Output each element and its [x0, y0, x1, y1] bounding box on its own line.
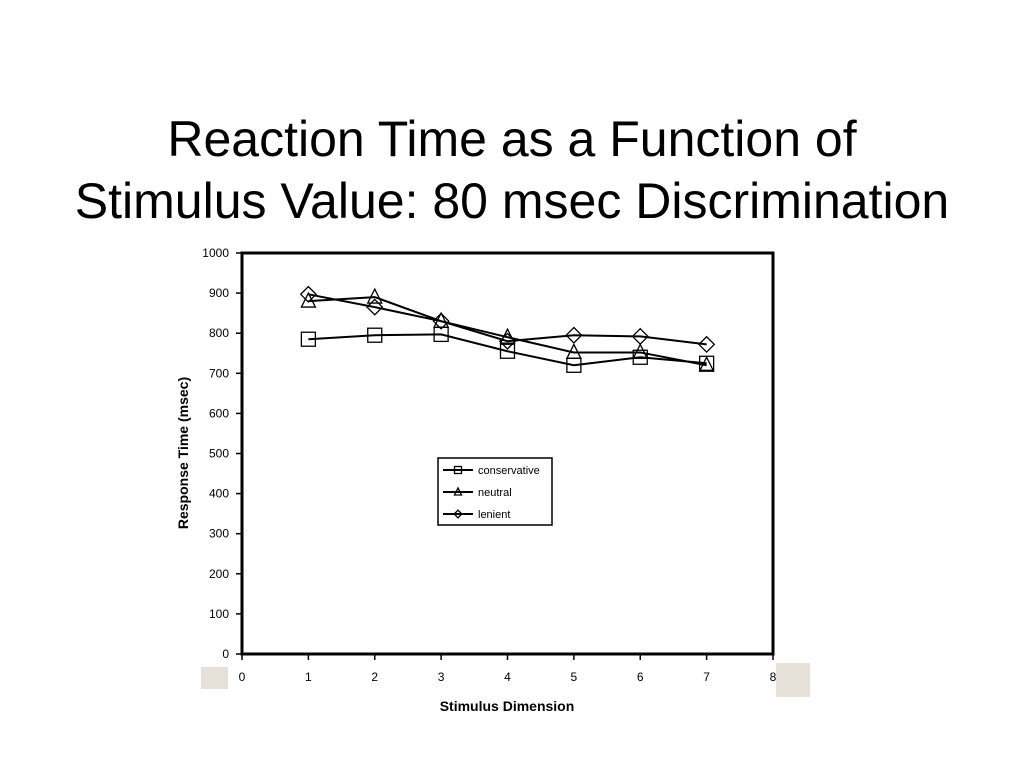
legend: conservative neutral lenient: [437, 457, 553, 526]
plot-area-frame: [240, 251, 775, 656]
lenient-point: [432, 312, 450, 330]
legend-label: lenient: [478, 509, 510, 521]
decorative-square-left: [201, 667, 228, 689]
legend-marker: [453, 509, 463, 519]
legend-item-lenient: lenient: [443, 509, 510, 521]
x-tick-label: 2: [371, 670, 378, 684]
y-tick-label: 500: [209, 447, 229, 461]
x-tick-label: 8: [770, 670, 777, 684]
lenient-point: [631, 327, 649, 346]
lenient-point: [498, 332, 517, 350]
x-tick-label: 7: [703, 670, 710, 684]
lenient-point: [565, 326, 583, 344]
lenient-point: [366, 298, 384, 316]
legend-marker: [453, 486, 463, 496]
title-line-1: Reaction Time as a Function of: [167, 111, 857, 167]
legend-item-neutral: neutral: [443, 486, 512, 499]
series-line-neutral: [308, 296, 707, 367]
conservative-point: [300, 331, 317, 347]
x-tick-label: 4: [504, 670, 511, 684]
decorative-square-right: [776, 663, 810, 697]
title-line-2: Stimulus Value: 80 msec Discrimination: [74, 173, 950, 229]
y-tick-label: 800: [209, 326, 229, 340]
neutral-point: [698, 355, 715, 372]
lenient-point: [698, 335, 716, 354]
y-axis-label: Response Time (msec): [175, 377, 191, 529]
legend-marker: [453, 465, 463, 475]
x-tick-label: 3: [438, 670, 445, 684]
y-tick-label: 700: [209, 366, 229, 380]
x-tick-label: 1: [305, 670, 312, 684]
series-line-conservative: [308, 333, 707, 367]
y-tick-label: 1000: [202, 246, 229, 260]
x-tick-label: 0: [239, 670, 246, 684]
x-axis-label: Stimulus Dimension: [440, 698, 575, 714]
conservative-point: [499, 343, 516, 359]
x-tick-label: 6: [637, 670, 644, 684]
lenient-point: [299, 285, 317, 303]
y-tick-label: 900: [209, 286, 229, 300]
legend-label: neutral: [478, 487, 512, 499]
y-tick-label: 300: [209, 527, 229, 541]
series-lenient: [299, 285, 716, 354]
y-tick-label: 400: [209, 487, 229, 501]
series-layer: [299, 285, 716, 373]
y-tick-label: 0: [222, 647, 229, 661]
neutral-point: [565, 342, 582, 360]
neutral-point: [300, 291, 317, 308]
neutral-point: [366, 287, 383, 304]
conservative-point: [367, 327, 383, 343]
y-tick-label: 100: [209, 607, 229, 621]
legend-item-conservative: conservative: [443, 465, 540, 477]
legend-label: conservative: [478, 465, 540, 477]
y-axis: 0 100 200 300 400 500 600 700 800 900 1000: [202, 246, 242, 661]
slide-title: Reaction Time as a Function of Stimulus …: [0, 108, 1024, 232]
x-tick-label: 5: [571, 670, 578, 684]
neutral-point: [632, 342, 649, 360]
series-line-lenient: [308, 293, 707, 346]
y-tick-label: 200: [209, 567, 229, 581]
y-tick-label: 600: [209, 406, 229, 420]
x-axis: 0 1 2 3 4 5 6 7 8: [239, 654, 777, 684]
